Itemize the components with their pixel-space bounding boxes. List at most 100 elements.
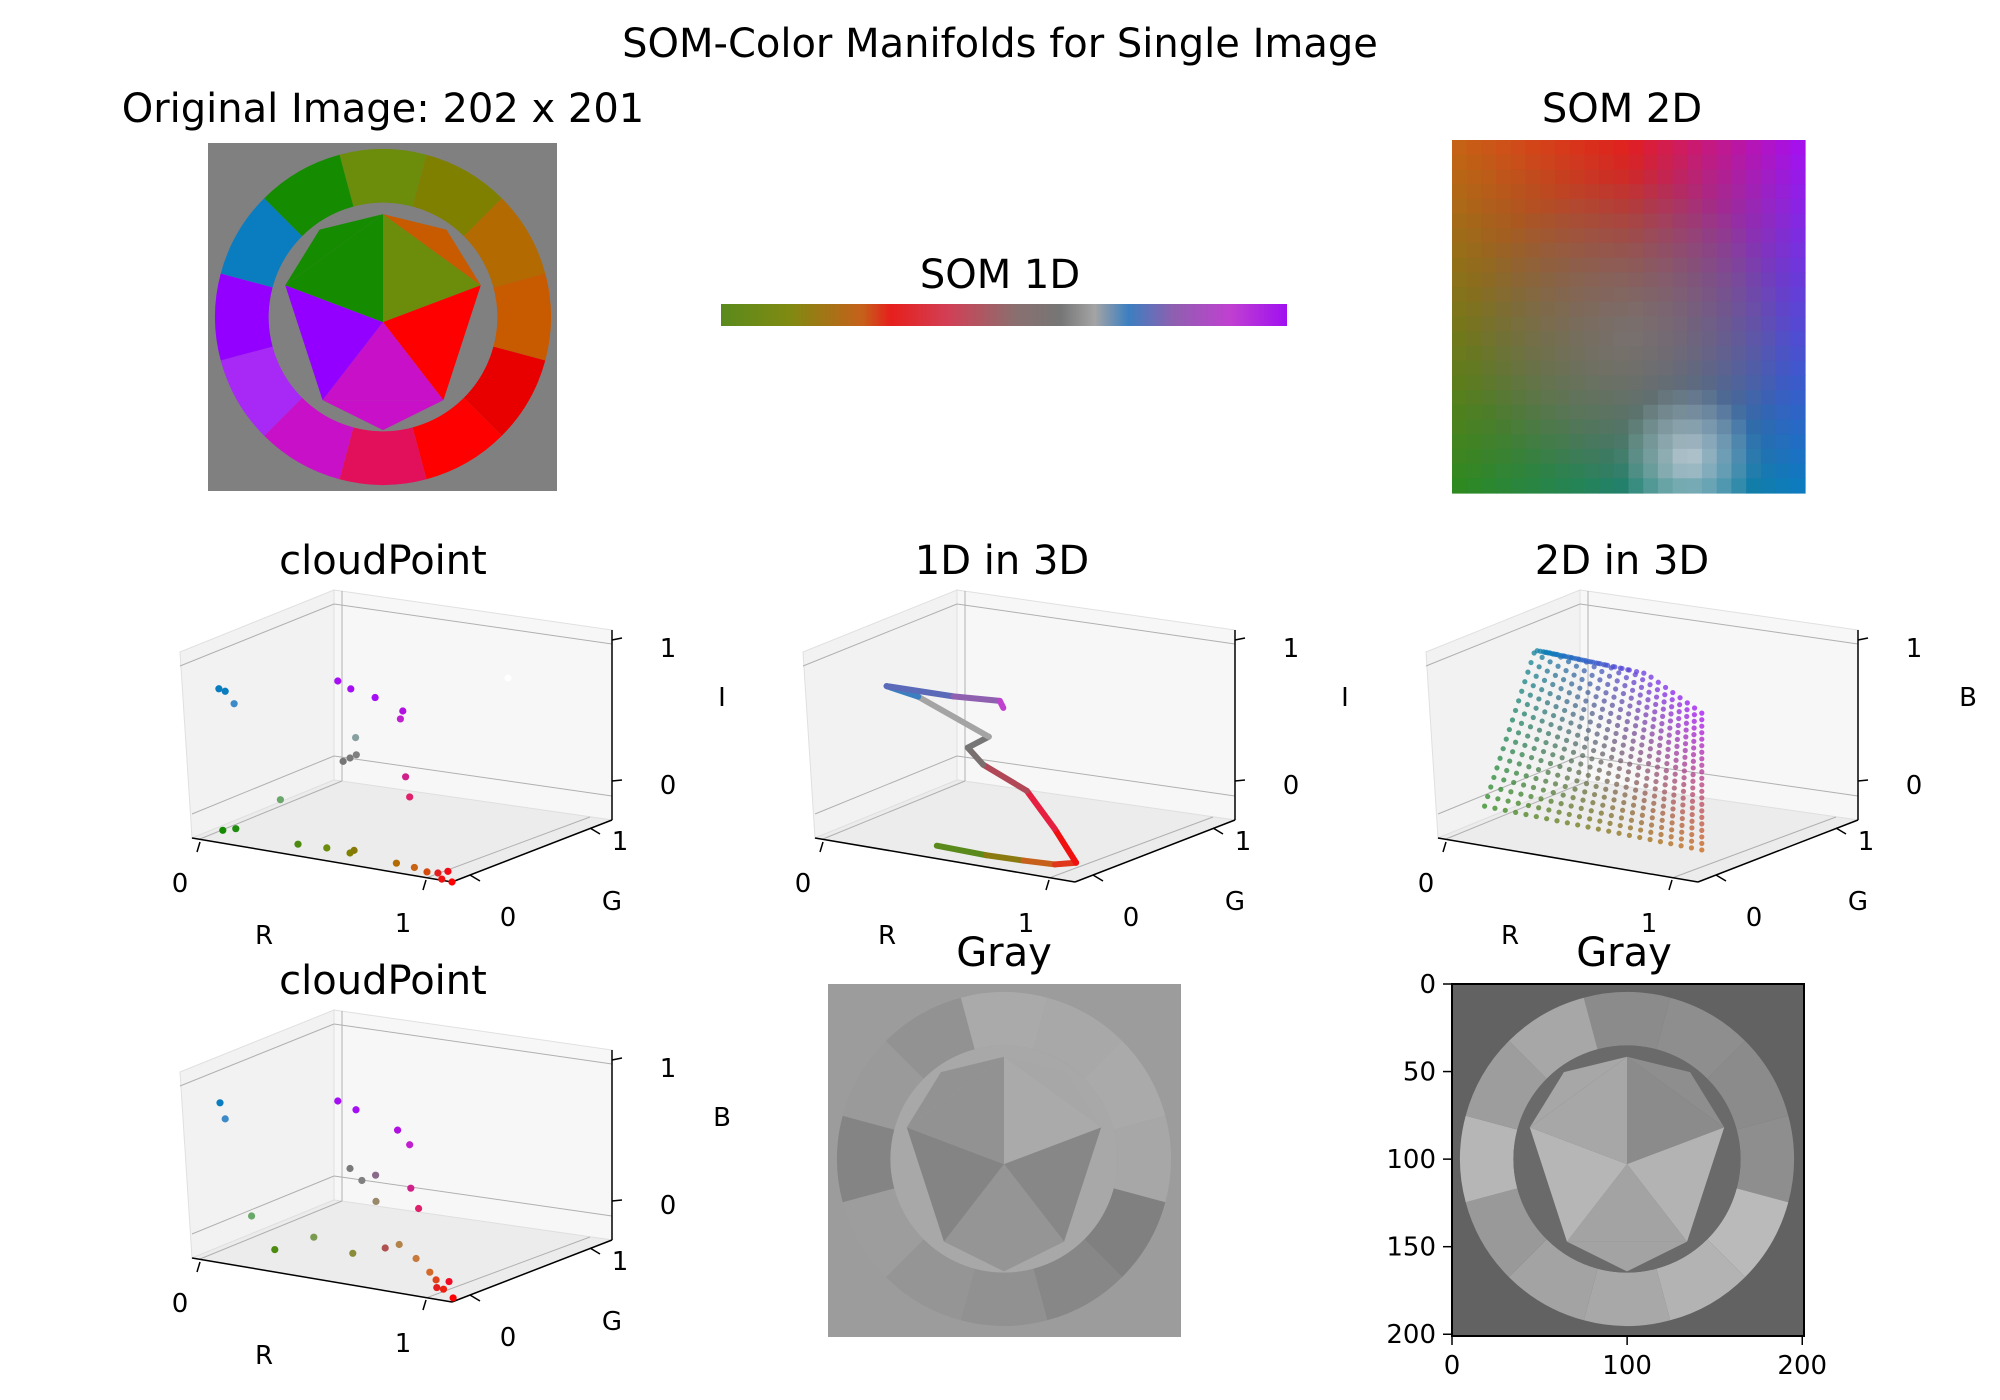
som-cell [1716,272,1733,288]
som-cell [1746,360,1762,376]
data-point [1654,771,1660,777]
data-point [1660,713,1666,719]
star-wedge [285,214,383,286]
data-point [1651,793,1658,799]
som-cell [1540,301,1556,318]
som-cell [1569,478,1585,494]
som-cell [1628,463,1644,479]
curve-segment [1023,787,1058,832]
data-point [1554,651,1560,657]
som-cell [1672,404,1688,421]
tick [422,1299,427,1311]
data-point [1689,831,1695,838]
som-cell [1466,257,1483,273]
som-cell [1540,154,1556,171]
data-point [352,1106,360,1114]
data-point [1634,715,1640,721]
data-point [1677,702,1683,708]
data-point [1580,752,1586,759]
data-point [1494,765,1500,771]
data-point [1595,685,1601,691]
som-cell [1746,316,1762,332]
som-cell [1510,169,1527,185]
som-cell [1452,434,1468,450]
x-axis-line [191,1257,453,1303]
som-cell [1746,272,1762,288]
som-cell [1716,301,1733,318]
som-cell [1702,198,1718,215]
curve-segment [883,683,957,700]
som-cell [1643,463,1659,479]
data-point [1581,744,1588,750]
data-point [432,1276,440,1284]
data-point [1540,748,1547,755]
data-point [1637,757,1643,763]
som-cell [1599,154,1615,171]
som-cell [1510,345,1527,362]
data-point [1533,813,1539,820]
som-cell [1554,301,1571,318]
data-point [1623,784,1629,790]
som-cell [1613,360,1630,376]
som-cell [1643,169,1659,185]
data-point [1561,746,1567,752]
star-triangle [1529,1056,1627,1165]
som-cell [1628,272,1644,288]
som-cell [1702,213,1718,229]
som-cell [1525,316,1541,332]
som-cell [1481,375,1497,391]
data-point [1568,720,1574,726]
data-point [1699,834,1705,840]
gridline [425,1236,591,1299]
data-point [426,1268,434,1276]
gridline [956,755,1236,797]
som-cell [1657,242,1674,259]
data-point [1578,761,1584,767]
data-point [1599,706,1606,712]
figure-title: SOM-Color Manifolds for Single Image [622,21,1378,67]
som-cell [1525,390,1541,406]
data-point [1660,810,1666,816]
star-wedge [383,214,481,286]
som-cell [1687,287,1703,303]
data-point [349,1249,357,1257]
data-point [1699,808,1705,814]
axes-frame [1451,983,1805,1337]
data-point [1589,710,1595,717]
data-point [1562,707,1568,714]
som-cell [1702,404,1718,421]
data-point [1536,696,1542,702]
som-cell [1540,360,1556,376]
data-point [1558,686,1564,692]
z-tick-label: 1 [660,1054,677,1084]
data-point [1570,795,1576,801]
data-point [1580,797,1586,803]
data-point [434,869,442,877]
som-cell [1466,154,1483,171]
som-cell [1672,345,1688,362]
tick [1045,879,1050,891]
som-cell [1525,345,1541,362]
panel-som-2d: SOM 2D [1452,86,1806,494]
data-point [1664,753,1671,760]
data-point [1598,759,1604,765]
som-cell [1657,463,1674,479]
som-cell [1599,184,1615,200]
som-cell [1746,375,1762,391]
data-point [1619,750,1625,756]
som-cell [1702,419,1718,435]
data-point [1624,719,1630,725]
data-point [1597,818,1603,824]
som-cell [1613,242,1630,259]
data-point [1579,715,1585,721]
tick [469,1294,481,1302]
som-cell [1584,375,1600,391]
som-cell [1466,184,1483,200]
som-cell [1775,140,1791,156]
data-point [1640,805,1646,811]
som-cell [1790,213,1806,229]
som-cell [1613,257,1630,273]
som-cell [1657,287,1674,303]
data-point [1638,684,1645,690]
data-point [1583,736,1590,742]
